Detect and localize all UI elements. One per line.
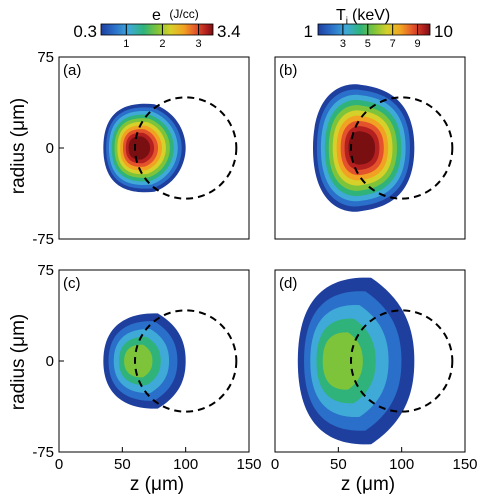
plume-3-level-4 (322, 332, 363, 390)
y-axis-label-top: radius (μm) (8, 98, 29, 194)
xtick-label-2-1: 50 (114, 456, 131, 473)
xtick-label-2-2: 100 (173, 456, 198, 473)
xtick-label-2-3: 150 (236, 456, 261, 473)
e-colorbar-title: e (J/cc) (152, 7, 199, 24)
panel-frame-1 (274, 56, 466, 240)
ytick-label-2-0: 75 (37, 262, 54, 279)
panel-label-0: (a) (63, 62, 81, 79)
x-axis-label-left: z (μm) (130, 474, 184, 495)
ti-colorbar: Ti (keV) 1 10 3 5 7 9 (304, 7, 453, 50)
panel-label-3: (d) (279, 275, 297, 292)
panel-a: (a) 75 0 -75 (32, 49, 250, 248)
e-colorbar-max: 3.4 (217, 22, 241, 41)
panel-label-1: (b) (279, 62, 297, 79)
ti-cb-ticks-label-1: 5 (365, 38, 371, 50)
e-cb-ticks-label-2: 3 (195, 38, 201, 50)
ti-cb-ticks-label-3: 9 (414, 38, 420, 50)
plume-3 (297, 277, 415, 445)
plume-2-level-4 (124, 344, 153, 378)
ytick-label-2-2: -75 (32, 444, 54, 461)
e-cb-ticks-label-1: 2 (159, 38, 165, 50)
e-colorbar: e (J/cc) 0.3 3.4 1 2 3 (73, 7, 240, 50)
xtick-label-3-1: 50 (330, 456, 347, 473)
panel-frame-3 (274, 269, 466, 453)
plume-1 (313, 84, 415, 212)
ti-colorbar-ramp (317, 23, 431, 36)
plume-1-level-9 (348, 131, 376, 165)
plume-2 (103, 313, 186, 409)
xtick-label-3-0: 0 (271, 456, 279, 473)
e-colorbar-min: 0.3 (73, 22, 97, 41)
target-circle-2 (134, 309, 238, 413)
ti-colorbar-title: Ti (keV) (336, 7, 390, 27)
ti-colorbar-min: 1 (304, 22, 313, 41)
target-circle-3 (350, 309, 454, 413)
target-circle-0 (134, 96, 238, 200)
panel-label-2: (c) (63, 275, 81, 292)
ti-cb-ticks-label-2: 7 (390, 38, 396, 50)
ytick-label-2-1: 0 (46, 353, 54, 370)
ti-colorbar-max: 10 (434, 22, 453, 41)
panel-d: (d) 0 50 100 150 (271, 269, 478, 473)
y-axis-label-bottom: radius (μm) (8, 314, 29, 410)
panel-b: (b) (274, 56, 466, 240)
x-axis-label-right: z (μm) (341, 474, 395, 495)
plume-0 (103, 103, 186, 193)
xtick-label-2-0: 0 (55, 456, 63, 473)
plume-0-level-9 (128, 136, 151, 160)
e-colorbar-ramp (100, 23, 214, 36)
xtick-label-3-2: 100 (389, 456, 414, 473)
xtick-label-3-3: 150 (452, 456, 477, 473)
panel-c: (c)750-750 50 100 150 (32, 262, 261, 473)
ytick-label-0-2: -75 (32, 231, 54, 248)
ytick-label-0-0: 75 (37, 49, 54, 66)
target-circle-1 (350, 96, 454, 200)
e-cb-ticks-label-0: 1 (123, 38, 129, 50)
ti-cb-ticks-label-0: 3 (340, 38, 346, 50)
ytick-label-0-1: 0 (46, 140, 54, 157)
